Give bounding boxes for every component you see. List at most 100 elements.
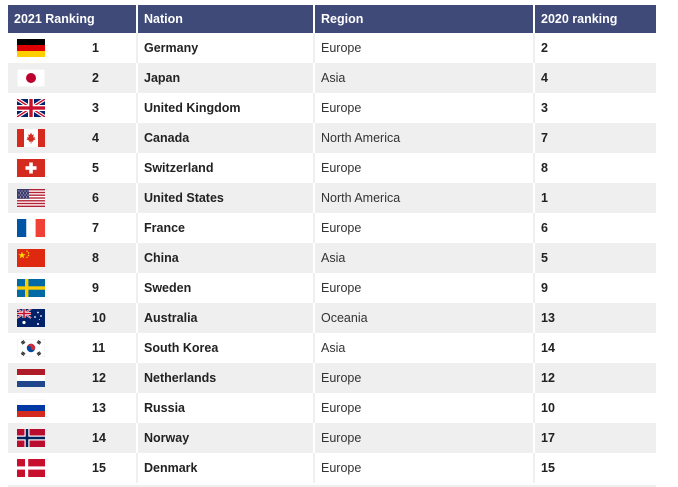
table-row: 1 Germany Europe 2 <box>8 33 656 63</box>
header-nation: Nation <box>137 5 315 33</box>
region-cell: Europe <box>314 33 535 63</box>
rank-2021-value: 1 <box>92 41 99 55</box>
rank-2021-value: 7 <box>92 221 99 235</box>
region-cell: Europe <box>314 453 535 483</box>
nation-cell: Russia <box>137 393 315 423</box>
nation-cell: Netherlands <box>137 363 315 393</box>
rank-2021-value: 15 <box>92 461 106 475</box>
rank-2021-value: 3 <box>92 101 99 115</box>
australia-flag-icon <box>17 309 45 327</box>
table-row: 15 Denmark Europe 15 <box>8 453 656 483</box>
table-row: 6 United States North America 1 <box>8 183 656 213</box>
rank-2021-cell: 1 <box>8 33 138 63</box>
rank-2021-value: 2 <box>92 71 99 85</box>
header-2021-ranking: 2021 Ranking <box>8 5 138 33</box>
region-cell: Oceania <box>314 303 535 333</box>
region-cell: Europe <box>314 273 535 303</box>
rankings-table-container: 2021 Ranking Nation Region 2020 ranking … <box>8 5 656 483</box>
rank-2020-cell: 15 <box>541 461 555 475</box>
nation-cell: United Kingdom <box>137 93 315 123</box>
rank-2020-cell: 10 <box>541 401 555 415</box>
region-cell: Europe <box>314 153 535 183</box>
region-cell: Asia <box>314 63 535 93</box>
rank-2020-cell: 2 <box>541 41 548 55</box>
rank-2020-cell: 6 <box>541 221 548 235</box>
rank-2021-cell: 15 <box>8 453 138 483</box>
rank-2021-cell: 14 <box>8 423 138 453</box>
rank-2021-cell: 10 <box>8 303 138 333</box>
table-row: 4 Canada North America 7 <box>8 123 656 153</box>
united-states-flag-icon <box>17 189 45 207</box>
rank-2020-cell: 13 <box>541 311 555 325</box>
nation-cell: Switzerland <box>137 153 315 183</box>
rank-2021-value: 10 <box>92 311 106 325</box>
table-row: 12 Netherlands Europe 12 <box>8 363 656 393</box>
rank-2021-cell: 2 <box>8 63 138 93</box>
region-cell: Europe <box>314 363 535 393</box>
table-row: 2 Japan Asia 4 <box>8 63 656 93</box>
rank-2021-cell: 12 <box>8 363 138 393</box>
region-cell: North America <box>314 183 535 213</box>
rank-2020-cell: 7 <box>541 131 548 145</box>
rank-2020-cell: 3 <box>541 101 548 115</box>
nation-cell: France <box>137 213 315 243</box>
rank-2020-cell: 9 <box>541 281 548 295</box>
region-cell: Europe <box>314 93 535 123</box>
rank-2021-value: 14 <box>92 431 106 445</box>
rank-2021-cell: 3 <box>8 93 138 123</box>
united-kingdom-flag-icon <box>17 99 45 117</box>
region-cell: Europe <box>314 393 535 423</box>
france-flag-icon <box>17 219 45 237</box>
rank-2021-value: 4 <box>92 131 99 145</box>
rank-2021-cell: 8 <box>8 243 138 273</box>
nation-cell: Australia <box>137 303 315 333</box>
germany-flag-icon <box>17 39 45 57</box>
netherlands-flag-icon <box>17 369 45 387</box>
table-row: 8 China Asia 5 <box>8 243 656 273</box>
nation-cell: Norway <box>137 423 315 453</box>
rank-2020-cell: 17 <box>541 431 555 445</box>
rank-2021-cell: 9 <box>8 273 138 303</box>
table-row: 11 South Korea Asia 14 <box>8 333 656 363</box>
region-cell: North America <box>314 123 535 153</box>
nation-cell: Canada <box>137 123 315 153</box>
china-flag-icon <box>17 249 45 267</box>
table-row: 14 Norway Europe 17 <box>8 423 656 453</box>
partial-next-row <box>8 485 656 487</box>
rank-2020-cell: 1 <box>541 191 548 205</box>
rank-2021-cell: 7 <box>8 213 138 243</box>
rank-2021-cell: 13 <box>8 393 138 423</box>
table-row: 5 Switzerland Europe 8 <box>8 153 656 183</box>
rankings-table: 2021 Ranking Nation Region 2020 ranking … <box>8 5 656 483</box>
nation-cell: Germany <box>137 33 315 63</box>
region-cell: Europe <box>314 213 535 243</box>
table-header-row: 2021 Ranking Nation Region 2020 ranking <box>8 5 656 33</box>
rank-2021-value: 5 <box>92 161 99 175</box>
table-row: 9 Sweden Europe 9 <box>8 273 656 303</box>
rank-2020-cell: 14 <box>541 341 555 355</box>
region-cell: Asia <box>314 243 535 273</box>
header-region: Region <box>314 5 535 33</box>
rank-2020-cell: 8 <box>541 161 548 175</box>
region-cell: Europe <box>314 423 535 453</box>
rank-2020-cell: 12 <box>541 371 555 385</box>
nation-cell: Denmark <box>137 453 315 483</box>
rank-2021-cell: 11 <box>8 333 138 363</box>
canada-flag-icon <box>17 129 45 147</box>
switzerland-flag-icon <box>17 159 45 177</box>
table-row: 3 United Kingdom Europe 3 <box>8 93 656 123</box>
south-korea-flag-icon <box>17 339 45 357</box>
rank-2021-value: 11 <box>92 341 106 355</box>
rank-2020-cell: 4 <box>541 71 548 85</box>
rank-2021-value: 13 <box>92 401 106 415</box>
header-2020-ranking: 2020 ranking <box>541 12 618 26</box>
region-cell: Asia <box>314 333 535 363</box>
rank-2021-cell: 4 <box>8 123 138 153</box>
rank-2021-value: 9 <box>92 281 99 295</box>
nation-cell: South Korea <box>137 333 315 363</box>
rank-2021-cell: 6 <box>8 183 138 213</box>
table-row: 13 Russia Europe 10 <box>8 393 656 423</box>
table-row: 7 France Europe 6 <box>8 213 656 243</box>
rank-2021-value: 12 <box>92 371 106 385</box>
norway-flag-icon <box>17 429 45 447</box>
